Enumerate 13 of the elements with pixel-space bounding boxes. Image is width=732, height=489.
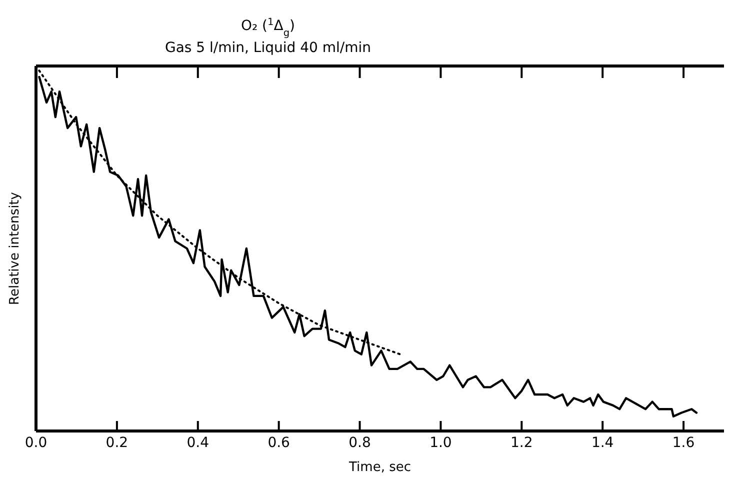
x-tick-label: 0.8 xyxy=(348,435,371,451)
x-tick-label: 0.0 xyxy=(24,435,48,451)
x-tick-label: 1.2 xyxy=(510,435,533,451)
x-tick-label: 0.2 xyxy=(106,435,128,451)
x-axis-title: Time, sec xyxy=(348,460,411,475)
x-tick-label: 1.4 xyxy=(591,435,614,451)
x-tick-label: 1.6 xyxy=(672,435,695,451)
x-tick-label: 1.0 xyxy=(430,435,452,451)
x-tick-label: 0.4 xyxy=(186,435,210,451)
chart-title: O₂ ($^{1}$Δ$_{g}$) xyxy=(240,16,296,38)
chart-subtitle: Gas 5 l/min, Liquid 40 ml/min xyxy=(164,40,372,56)
x-tick-label: 0.6 xyxy=(268,435,290,451)
y-axis-title: Relative intensity xyxy=(8,192,23,305)
